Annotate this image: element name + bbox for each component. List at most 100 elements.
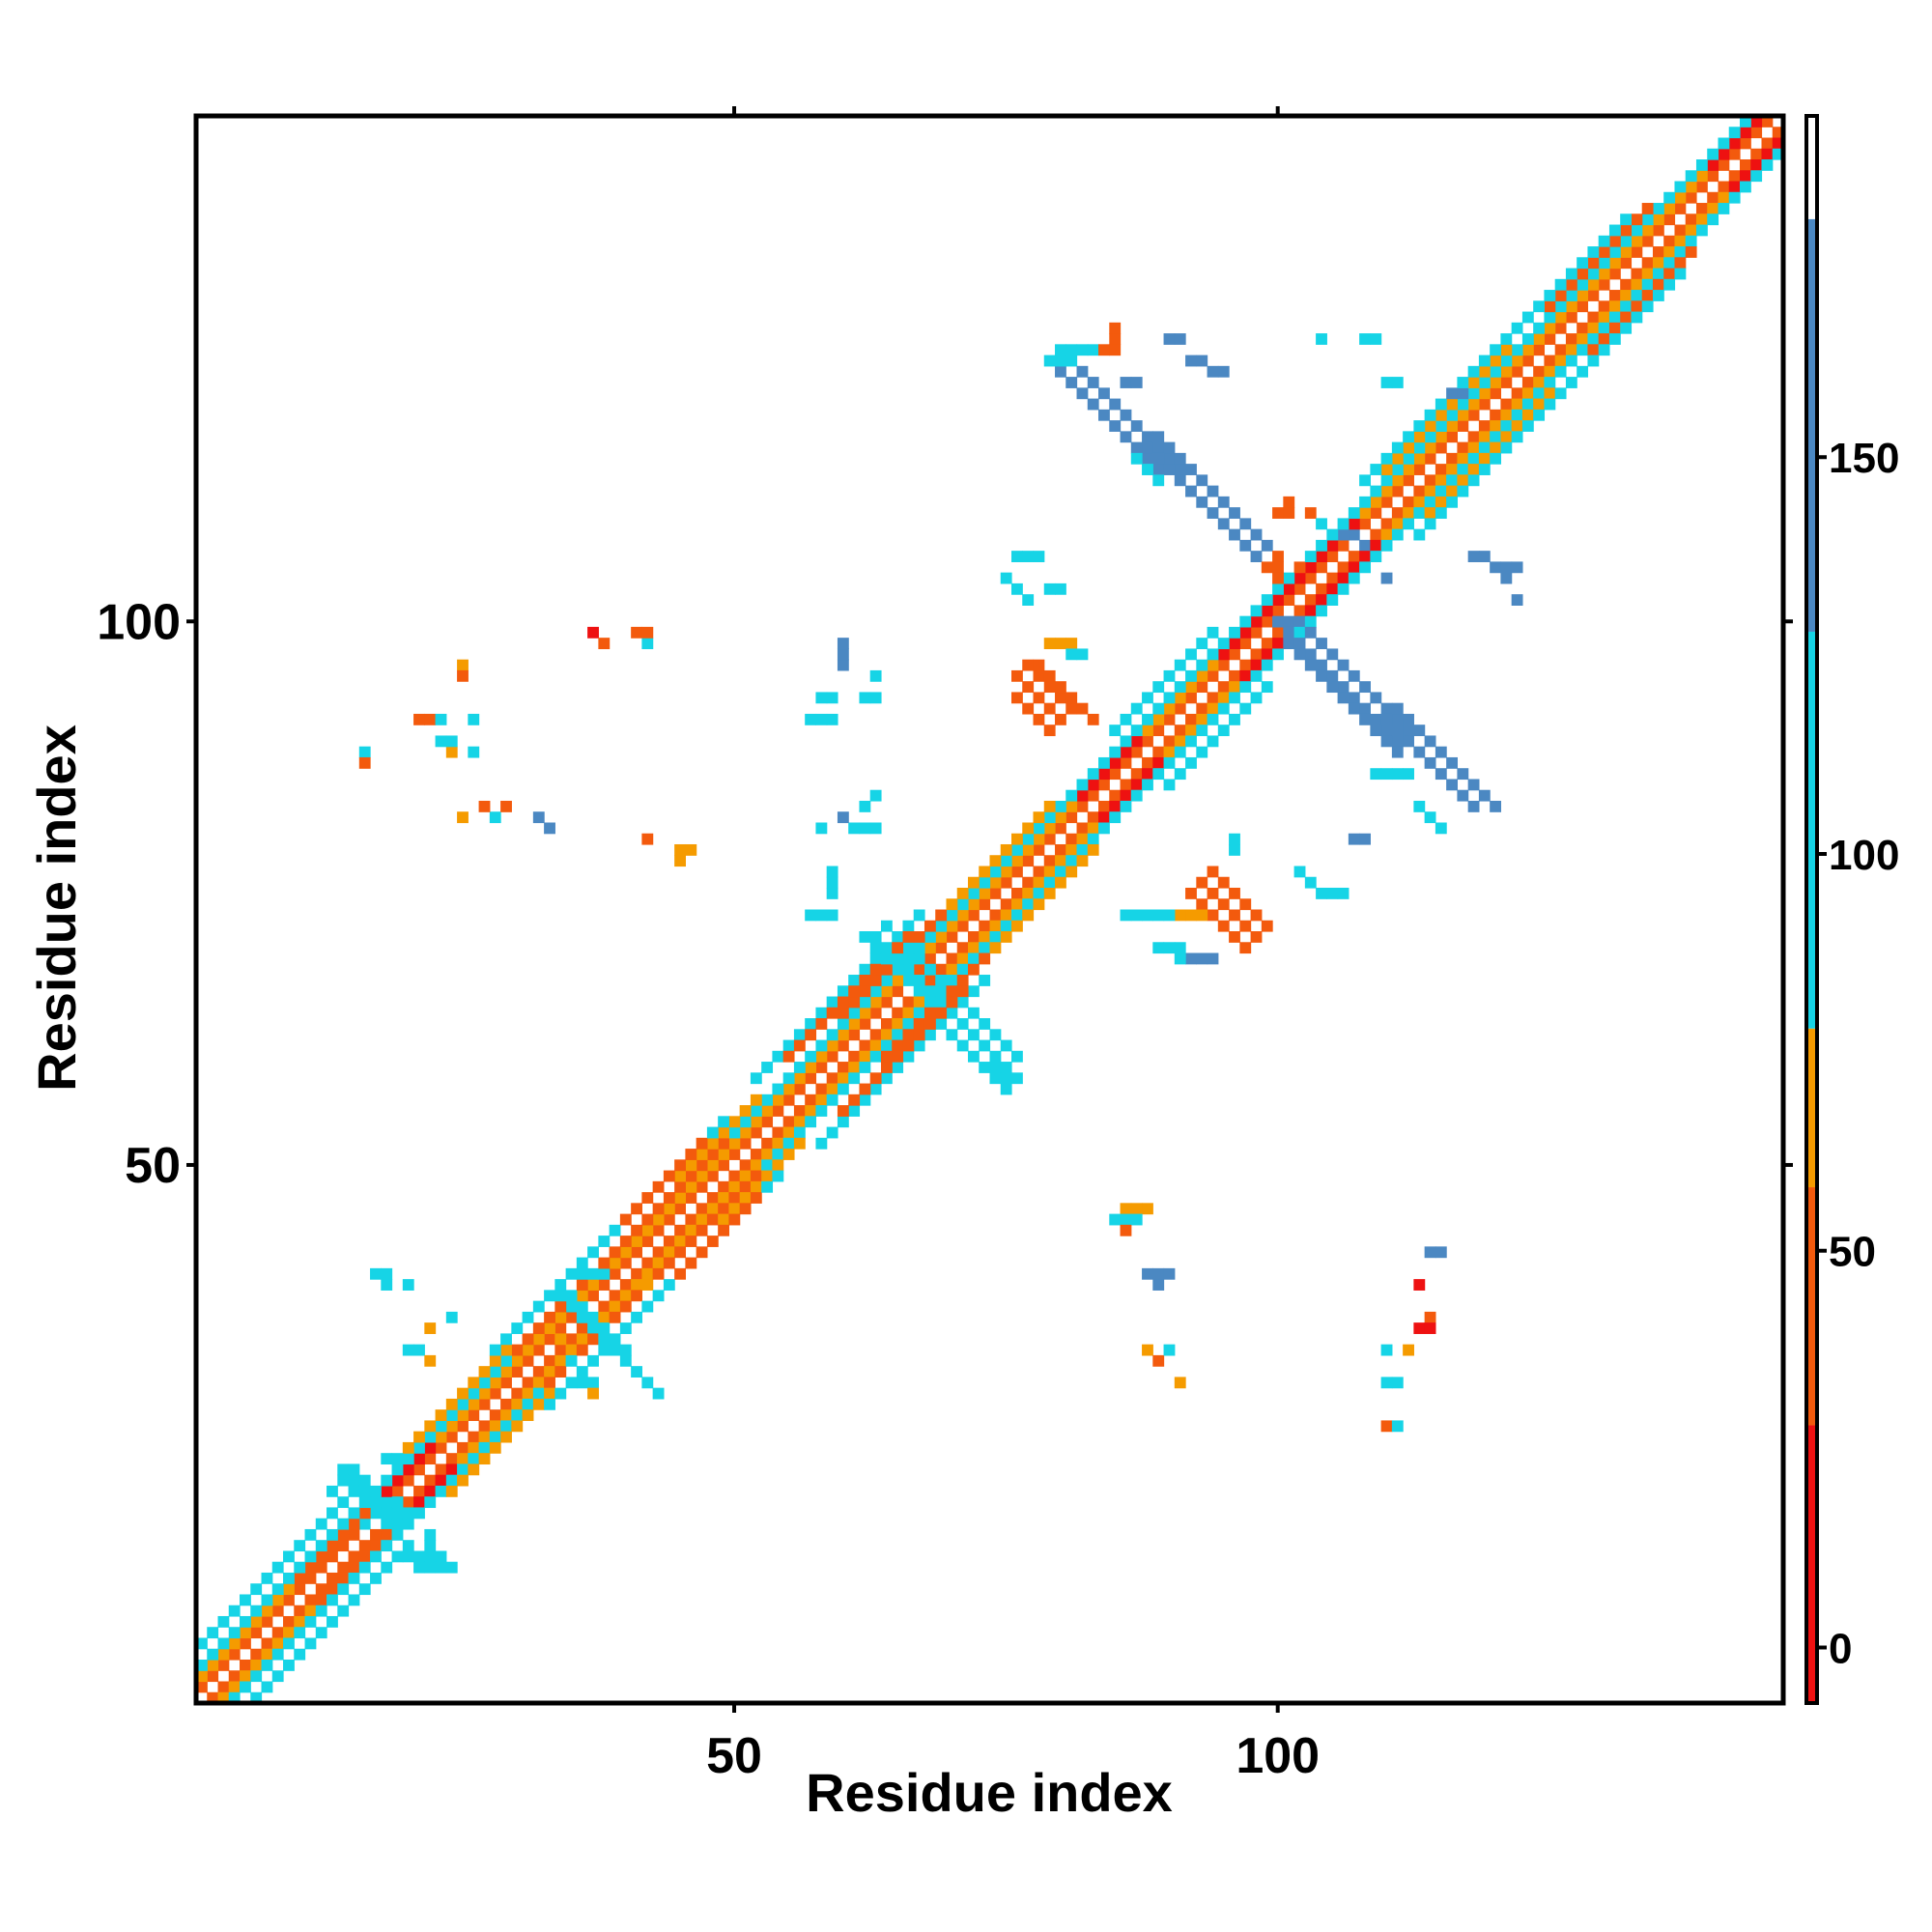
heatmap-cell: [1272, 638, 1284, 650]
heatmap-cell: [1337, 539, 1350, 552]
heatmap-cell: [946, 1029, 958, 1041]
heatmap-cell: [739, 1105, 752, 1117]
heatmap-cell: [1316, 333, 1327, 345]
heatmap-cell: [1587, 278, 1600, 291]
heatmap-cell: [1163, 441, 1176, 454]
heatmap-cell: [1761, 116, 1774, 128]
heatmap-cell: [619, 1322, 632, 1334]
heatmap-cell: [913, 975, 925, 986]
heatmap-cell: [1359, 333, 1371, 345]
heatmap-cell: [956, 985, 969, 998]
heatmap-cell: [1022, 681, 1035, 694]
heatmap-cell: [1217, 702, 1230, 715]
heatmap-cell: [1185, 952, 1197, 965]
heatmap-cell: [1608, 322, 1621, 334]
heatmap-cell: [1577, 300, 1589, 313]
colorbar-frame: [1804, 114, 1819, 1705]
heatmap-cell: [1142, 756, 1153, 769]
heatmap-cell: [1772, 148, 1784, 160]
heatmap-cell: [1446, 464, 1458, 475]
heatmap-cell: [1359, 833, 1371, 845]
heatmap-cell: [1229, 648, 1240, 661]
heatmap-cell: [1229, 843, 1240, 856]
heatmap-cell: [1152, 452, 1165, 465]
heatmap-cell: [250, 1615, 263, 1628]
heatmap-cell: [1011, 1050, 1023, 1063]
heatmap-cell: [1000, 1083, 1012, 1095]
heatmap-cell: [1663, 191, 1676, 204]
heatmap-cell: [294, 1572, 306, 1584]
heatmap-cell: [761, 1116, 774, 1128]
heatmap-cell: [457, 1420, 469, 1433]
heatmap-cell: [696, 1137, 708, 1150]
heatmap-cell: [1587, 322, 1600, 334]
heatmap-cell: [468, 1387, 480, 1400]
heatmap-cell: [1142, 1267, 1153, 1280]
heatmap-cell: [935, 942, 948, 954]
heatmap-cell: [1011, 898, 1023, 911]
heatmap-cell: [923, 1029, 936, 1041]
heatmap-cell: [761, 1149, 774, 1160]
heatmap-cell: [1403, 507, 1414, 519]
heatmap-cell: [544, 1333, 555, 1346]
heatmap-cell: [457, 811, 469, 824]
heatmap-cell: [1500, 333, 1513, 345]
heatmap-cell: [1685, 213, 1697, 226]
heatmap-cell: [1326, 669, 1339, 682]
heatmap-cell: [1663, 278, 1676, 291]
heatmap-cell: [1620, 257, 1633, 270]
heatmap-cell: [1043, 833, 1056, 845]
heatmap-cell: [283, 1594, 295, 1606]
heatmap-cell: [793, 1039, 806, 1052]
heatmap-cell: [1033, 833, 1045, 845]
heatmap-cell: [1641, 203, 1654, 214]
heatmap-cell: [631, 626, 642, 639]
heatmap-cell: [1707, 191, 1719, 204]
heatmap-cell: [1478, 365, 1491, 378]
heatmap-cell: [1631, 268, 1643, 280]
heatmap-cell: [598, 1322, 611, 1334]
heatmap-cell: [1196, 898, 1208, 911]
heatmap-cell: [468, 1409, 480, 1422]
heatmap-cell: [1435, 768, 1447, 781]
heatmap-cell: [1348, 833, 1360, 845]
heatmap-cell: [598, 1333, 611, 1346]
heatmap-cell: [923, 931, 936, 943]
heatmap-cell: [1577, 365, 1589, 378]
heatmap-cell: [837, 1018, 849, 1030]
heatmap-cell: [381, 1279, 393, 1291]
heatmap-cell: [217, 1691, 230, 1704]
heatmap-cell: [869, 1072, 882, 1085]
heatmap-cell: [1163, 669, 1176, 682]
heatmap-cell: [837, 1007, 849, 1019]
heatmap-cell: [1761, 159, 1774, 171]
heatmap-cell: [261, 1681, 273, 1693]
heatmap-cell: [348, 1474, 360, 1487]
heatmap-cell: [445, 1485, 458, 1497]
heatmap-cell: [1174, 702, 1186, 715]
heatmap-cell: [500, 800, 512, 812]
heatmap-cell: [1207, 626, 1219, 639]
heatmap-cell: [1022, 659, 1035, 671]
heatmap-cell: [1283, 626, 1295, 639]
heatmap-cell: [1348, 572, 1360, 584]
heatmap-cell: [304, 1572, 317, 1584]
heatmap-cell: [1544, 322, 1556, 334]
heatmap-cell: [946, 909, 958, 922]
y-tick-label: 50: [125, 1138, 181, 1194]
heatmap-cell: [1229, 833, 1240, 845]
heatmap-cell: [1446, 496, 1458, 508]
heatmap-cell: [489, 1377, 501, 1389]
heatmap-cell: [609, 1290, 621, 1302]
heatmap-cell: [837, 1072, 849, 1085]
heatmap-cell: [228, 1681, 241, 1693]
heatmap-cell: [782, 1137, 795, 1150]
heatmap-cell: [1620, 246, 1633, 258]
heatmap-cell: [457, 659, 469, 671]
heatmap-cell: [837, 811, 849, 824]
heatmap-cell: [805, 1072, 817, 1085]
heatmap-cell: [565, 1290, 578, 1302]
heatmap-cell: [848, 822, 861, 835]
heatmap-cell: [1065, 344, 1078, 356]
heatmap-cell: [1631, 290, 1643, 301]
